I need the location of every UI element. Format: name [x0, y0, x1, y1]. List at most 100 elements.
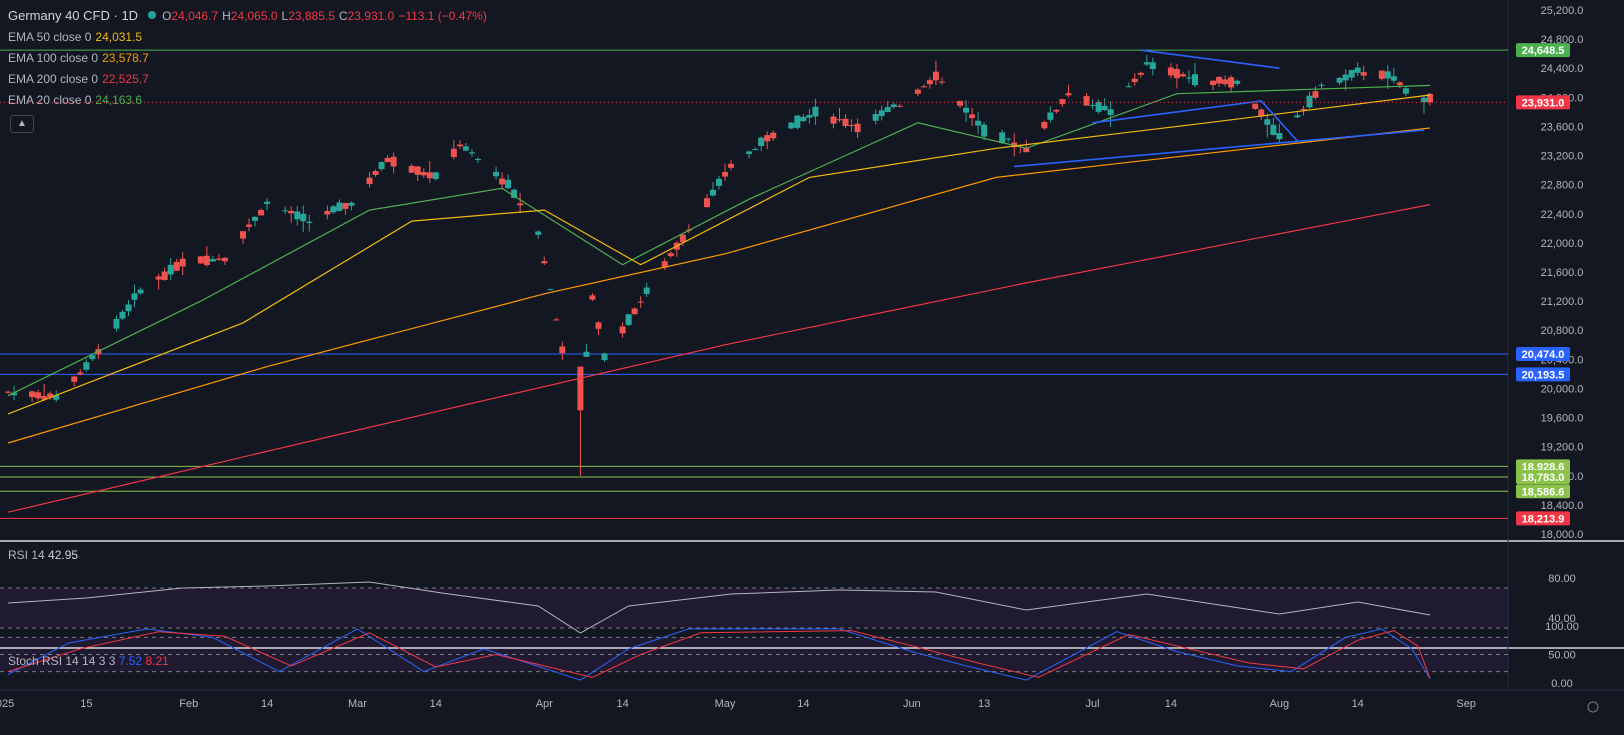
candle-body[interactable]	[926, 80, 933, 85]
candle-body[interactable]	[1053, 109, 1060, 112]
candle-body[interactable]	[890, 104, 897, 108]
candle-body[interactable]	[215, 258, 222, 260]
candle-body[interactable]	[1402, 88, 1409, 94]
candle-body[interactable]	[794, 115, 801, 128]
candle-body[interactable]	[1222, 79, 1229, 85]
candle-body[interactable]	[1185, 77, 1192, 79]
candle-body[interactable]	[41, 396, 48, 400]
candle-body[interactable]	[221, 257, 228, 262]
candle-body[interactable]	[131, 293, 138, 300]
candle-body[interactable]	[541, 261, 548, 264]
candle-body[interactable]	[29, 391, 36, 398]
candle-body[interactable]	[493, 171, 500, 177]
candle-body[interactable]	[806, 115, 813, 118]
trendline[interactable]	[1014, 129, 1425, 168]
candle-body[interactable]	[914, 89, 921, 94]
indicator-ema50[interactable]: EMA 50 close 0 24,031.5	[8, 29, 491, 45]
candle-body[interactable]	[595, 322, 602, 329]
candle-body[interactable]	[812, 106, 819, 117]
candle-body[interactable]	[1318, 84, 1325, 86]
candle-body[interactable]	[848, 124, 855, 126]
candle-body[interactable]	[1137, 72, 1144, 75]
candle-body[interactable]	[294, 211, 301, 220]
candle-body[interactable]	[300, 213, 307, 222]
candle-body[interactable]	[1095, 101, 1102, 112]
candle-body[interactable]	[1234, 80, 1241, 84]
candle-body[interactable]	[963, 107, 970, 113]
indicator-ema100[interactable]: EMA 100 close 0 23,578.7	[8, 50, 491, 66]
candle-body[interactable]	[209, 258, 216, 262]
candle-body[interactable]	[1023, 147, 1030, 153]
candle-body[interactable]	[1420, 97, 1427, 103]
candle-body[interactable]	[1173, 69, 1180, 79]
candle-body[interactable]	[372, 171, 379, 175]
candle-body[interactable]	[1047, 112, 1054, 120]
candle-body[interactable]	[499, 178, 506, 185]
candle-body[interactable]	[35, 392, 42, 399]
ema-line[interactable]	[7, 127, 1431, 444]
candle-body[interactable]	[553, 319, 560, 321]
candle-body[interactable]	[601, 353, 608, 361]
candle-body[interactable]	[703, 198, 710, 208]
candle-body[interactable]	[920, 86, 927, 88]
candle-body[interactable]	[468, 152, 475, 154]
candle-body[interactable]	[1390, 76, 1397, 81]
candle-body[interactable]	[1107, 109, 1114, 115]
candle-body[interactable]	[1360, 72, 1367, 76]
candle-body[interactable]	[830, 116, 837, 124]
symbol-name[interactable]: Germany 40 CFD	[8, 8, 110, 23]
candle-body[interactable]	[619, 326, 626, 334]
candle-body[interactable]	[643, 287, 650, 294]
stoch-d-line[interactable]	[7, 630, 1431, 679]
candle-body[interactable]	[764, 135, 771, 142]
candle-body[interactable]	[426, 172, 433, 179]
candle-body[interactable]	[1312, 91, 1319, 98]
candle-body[interactable]	[83, 362, 90, 370]
candle-body[interactable]	[1354, 67, 1361, 73]
chevron-up-icon[interactable]: ▲	[10, 115, 34, 133]
ema-line[interactable]	[7, 94, 1431, 415]
candle-body[interactable]	[981, 124, 988, 137]
candle-body[interactable]	[505, 179, 512, 189]
candle-body[interactable]	[179, 258, 186, 267]
candle-body[interactable]	[631, 308, 638, 315]
candle-body[interactable]	[975, 120, 982, 126]
candle-body[interactable]	[1396, 82, 1403, 86]
candle-body[interactable]	[661, 261, 668, 268]
candle-body[interactable]	[746, 151, 753, 155]
candle-body[interactable]	[836, 119, 843, 121]
candle-body[interactable]	[1427, 93, 1433, 103]
candle-body[interactable]	[155, 276, 162, 280]
candle-body[interactable]	[938, 81, 945, 83]
candle-body[interactable]	[547, 289, 554, 291]
candle-body[interactable]	[752, 149, 759, 151]
interval-label[interactable]: 1D	[121, 8, 139, 23]
candle-body[interactable]	[1270, 124, 1277, 135]
candle-body[interactable]	[408, 165, 415, 173]
candle-body[interactable]	[420, 172, 427, 176]
candle-body[interactable]	[258, 210, 265, 216]
candle-body[interactable]	[1306, 95, 1313, 108]
candle-body[interactable]	[1131, 78, 1138, 83]
candle-body[interactable]	[203, 255, 210, 266]
candle-body[interactable]	[113, 318, 120, 329]
candle-body[interactable]	[264, 201, 271, 204]
candle-body[interactable]	[788, 122, 795, 129]
candle-body[interactable]	[1384, 71, 1391, 79]
candle-body[interactable]	[1167, 67, 1174, 76]
candle-body[interactable]	[969, 114, 976, 119]
candle-body[interactable]	[378, 161, 385, 170]
candle-body[interactable]	[758, 137, 765, 146]
candle-body[interactable]	[342, 203, 349, 209]
stoch-legend[interactable]: Stoch RSI 14 14 3 3 7.52 8.21	[8, 654, 169, 668]
candle-body[interactable]	[728, 163, 735, 168]
candle-body[interactable]	[450, 148, 457, 157]
candle-body[interactable]	[932, 71, 939, 81]
candle-body[interactable]	[330, 206, 337, 213]
candle-body[interactable]	[1089, 105, 1096, 107]
candle-body[interactable]	[1258, 109, 1265, 117]
candle-body[interactable]	[173, 261, 180, 271]
candle-body[interactable]	[390, 156, 397, 167]
candle-body[interactable]	[896, 105, 903, 107]
